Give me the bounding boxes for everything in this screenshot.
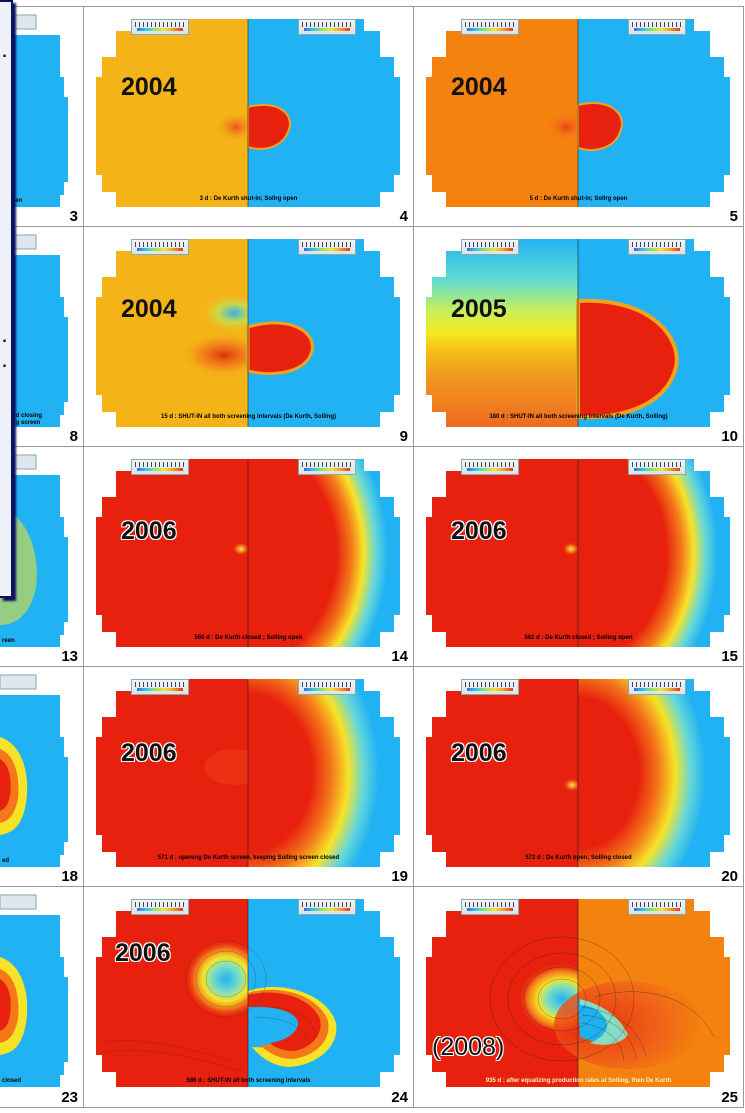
slide-thumbnail-23[interactable]: closed 23 <box>0 886 84 1108</box>
slide-caption: reen <box>2 638 15 644</box>
slide-number: 3 <box>69 208 78 225</box>
slide-thumbnail-13[interactable]: reen 13 <box>0 446 84 667</box>
slide-thumbnail-4[interactable]: 2004 3 d : De Kurth shut-in; Sollrg open… <box>83 6 414 227</box>
slide-thumbnail-20[interactable]: 2006 572 d : De Kurth open; Solling clos… <box>413 666 744 887</box>
field-plot-19 <box>96 679 400 867</box>
field-plot-18 <box>0 674 68 867</box>
slide-number: 10 <box>721 428 738 445</box>
color-scale-legend <box>298 459 356 475</box>
slide-caption: open <box>8 198 23 204</box>
field-plot-10 <box>426 239 730 427</box>
slide-number: 8 <box>69 428 78 445</box>
slide-thumbnail-19[interactable]: 2006 571 d : opening De Kurth screen, ke… <box>83 666 414 887</box>
color-scale-legend <box>298 679 356 695</box>
slide-caption: 561 d : De Kurth closed ; Solling open <box>524 635 633 641</box>
year-label: 2005 <box>451 295 507 323</box>
slide-number: 15 <box>721 648 738 665</box>
side-mark: ▪ <box>2 51 7 62</box>
color-scale-legend <box>131 19 189 35</box>
color-scale-legend <box>628 899 686 915</box>
year-label: 2006 <box>451 517 507 545</box>
slide-caption: closed <box>2 1078 22 1084</box>
color-scale-legend <box>131 239 189 255</box>
year-label: (2008) <box>432 1033 505 1061</box>
field-plot-20 <box>426 679 730 867</box>
year-label: 2004 <box>121 73 177 101</box>
slide-thumbnail-18[interactable]: ed 18 <box>0 666 84 887</box>
slide-caption: 935 d : after equalizing production rate… <box>485 1078 672 1084</box>
color-scale-legend <box>131 899 189 915</box>
field-plot-5 <box>426 19 730 207</box>
side-mark: ▪ <box>2 336 7 347</box>
slide-number: 25 <box>721 1089 738 1106</box>
slide-thumbnail-3[interactable]: open 3 <box>0 6 84 227</box>
slide-thumbnail-25[interactable]: (2008) 935 d : after equalizing producti… <box>413 886 744 1108</box>
slide-thumbnail-10[interactable]: 2005 180 d : SHUT-IN all both screening … <box>413 226 744 447</box>
slide-caption: ed <box>2 858 10 864</box>
slide-number: 19 <box>391 868 408 885</box>
color-scale-legend <box>461 679 519 695</box>
slide-number: 23 <box>61 1089 78 1106</box>
year-label: 2006 <box>121 517 177 545</box>
color-scale-legend <box>628 679 686 695</box>
slide-number: 20 <box>721 868 738 885</box>
color-scale-legend <box>298 899 356 915</box>
side-mark: ▪ <box>2 361 7 372</box>
slide-caption: 572 d : De Kurth open; Solling closed <box>525 855 632 861</box>
field-plot-15 <box>426 459 730 647</box>
slide-thumbnail-9[interactable]: 2004 15 d : SHUT-IN all both screening i… <box>83 226 414 447</box>
year-label: 2006 <box>451 739 507 767</box>
slide-caption: 560 d : De Kurth closed ; Solling open <box>194 635 303 641</box>
slide-number: 4 <box>399 208 408 225</box>
slide-number: 14 <box>391 648 408 665</box>
field-plot-14 <box>96 459 400 647</box>
color-scale-legend <box>628 239 686 255</box>
slide-thumbnail-24[interactable]: 2006 586 d : SHUT-IN all both screening … <box>83 886 414 1108</box>
color-scale-legend <box>461 239 519 255</box>
slide-thumbnail-14[interactable]: 2006 560 d : De Kurth closed ; Solling o… <box>83 446 414 667</box>
slide-caption: 180 d : SHUT-IN all both screening inter… <box>489 414 668 420</box>
field-plot-24 <box>96 899 400 1087</box>
field-plot-4 <box>96 19 400 207</box>
slide-number: 18 <box>61 868 78 885</box>
field-plot-9 <box>96 239 400 427</box>
slide-caption: 15 d : SHUT-IN all both screening interv… <box>160 414 337 420</box>
slide-thumbnail-5[interactable]: 2004 5 d : De Kurth shut-in; Sollrg open… <box>413 6 744 227</box>
color-scale-legend <box>461 19 519 35</box>
slide-caption: 571 d : opening De Kurth screen, keeping… <box>157 855 340 861</box>
slide-caption: 586 d : SHUT-IN all both screening inter… <box>186 1078 311 1084</box>
color-scale-legend <box>298 19 356 35</box>
slide-number: 24 <box>391 1089 408 1106</box>
slide-number: 9 <box>399 428 408 445</box>
color-scale-legend <box>461 459 519 475</box>
color-scale-legend <box>131 679 189 695</box>
slide-number: 5 <box>729 208 738 225</box>
color-scale-legend <box>298 239 356 255</box>
color-scale-legend <box>628 459 686 475</box>
overlay-panel: ▪ ▪ ▪ <box>0 0 13 598</box>
year-label: 2004 <box>121 295 177 323</box>
year-label: 2004 <box>451 73 507 101</box>
field-plot-23 <box>0 894 68 1087</box>
field-plot-25 <box>426 899 730 1087</box>
slide-number: 13 <box>61 648 78 665</box>
year-label: 2006 <box>121 739 177 767</box>
year-label: 2006 <box>115 939 171 967</box>
slide-thumbnail-15[interactable]: 2006 561 d : De Kurth closed ; Solling o… <box>413 446 744 667</box>
color-scale-legend <box>461 899 519 915</box>
color-scale-legend <box>131 459 189 475</box>
color-scale-legend <box>628 19 686 35</box>
slide-caption: 3 d : De Kurth shut-in; Sollrg open <box>199 196 298 202</box>
slide-caption: 5 d : De Kurth shut-in; Sollrg open <box>529 196 628 202</box>
slide-caption: nd closing ng screen <box>12 413 42 426</box>
